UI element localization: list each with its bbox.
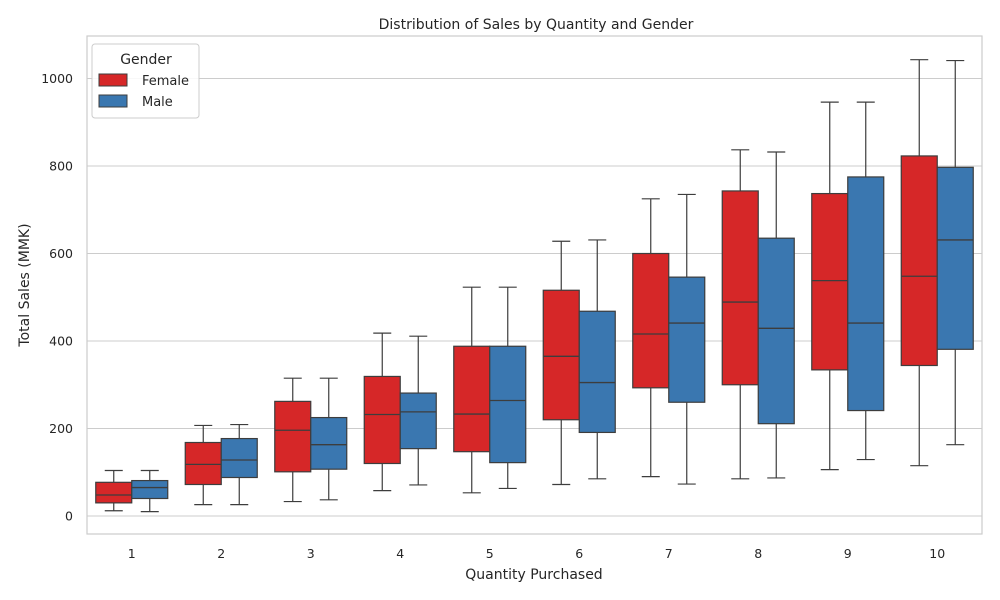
iqr-box — [363, 375, 401, 465]
box-male-9 — [847, 101, 885, 461]
y-tick-label: 200 — [49, 421, 73, 436]
box-male-1 — [131, 469, 169, 513]
legend-swatch-female — [98, 73, 128, 87]
box-female-8 — [721, 149, 759, 480]
iqr-box — [184, 441, 222, 486]
x-axis-ticks: 1 2 3 4 5 6 7 8 9 10 — [128, 546, 945, 561]
iqr-box — [632, 252, 670, 389]
x-tick-label: 1 — [128, 546, 136, 561]
x-tick-label: 10 — [929, 546, 945, 561]
series-female — [95, 59, 938, 512]
iqr-box — [489, 345, 527, 464]
x-tick-label: 5 — [486, 546, 494, 561]
iqr-box — [399, 392, 437, 450]
iqr-box — [721, 190, 759, 386]
x-tick-label: 2 — [217, 546, 225, 561]
x-axis-label: Quantity Purchased — [465, 567, 602, 583]
plot-frame — [86, 35, 983, 535]
iqr-box — [542, 289, 580, 421]
box-series — [95, 59, 974, 513]
box-female-6 — [542, 240, 580, 486]
box-male-4 — [399, 335, 437, 486]
y-tick-label: 0 — [65, 509, 73, 524]
box-female-3 — [274, 377, 312, 503]
y-tick-label: 600 — [49, 246, 73, 261]
box-male-6 — [578, 239, 616, 480]
x-tick-label: 4 — [396, 546, 404, 561]
legend: Gender Female Male — [91, 43, 200, 119]
y-axis-ticks: 0 200 400 600 800 1000 — [41, 71, 73, 524]
y-tick-label: 400 — [49, 334, 73, 349]
iqr-box — [936, 166, 974, 350]
x-tick-label: 6 — [575, 546, 583, 561]
iqr-box — [95, 481, 133, 504]
grid-lines — [87, 78, 982, 517]
box-female-1 — [95, 469, 133, 512]
legend-label-male: Male — [142, 95, 173, 110]
iqr-box — [453, 345, 491, 453]
y-tick-label: 1000 — [41, 71, 73, 86]
box-male-3 — [310, 377, 348, 501]
box-male-8 — [757, 151, 795, 479]
iqr-box — [131, 479, 169, 500]
legend-title: Gender — [120, 52, 172, 68]
series-male — [131, 59, 974, 513]
box-male-7 — [668, 193, 706, 485]
x-tick-label: 9 — [844, 546, 852, 561]
box-female-9 — [811, 101, 849, 471]
x-tick-label: 8 — [754, 546, 762, 561]
iqr-box — [900, 155, 938, 367]
y-axis-label: Total Sales (MMK) — [17, 223, 33, 347]
box-female-10 — [900, 59, 938, 467]
legend-label-female: Female — [142, 74, 189, 89]
y-tick-label: 800 — [49, 159, 73, 174]
legend-items: Female Male — [98, 73, 189, 110]
box-male-2 — [220, 423, 258, 506]
iqr-box — [847, 176, 885, 412]
box-female-5 — [453, 286, 491, 494]
iqr-box — [274, 400, 312, 473]
iqr-box — [220, 437, 258, 479]
x-tick-label: 3 — [307, 546, 315, 561]
iqr-box — [668, 276, 706, 403]
iqr-box — [757, 237, 795, 425]
iqr-box — [811, 192, 849, 371]
box-female-7 — [632, 198, 670, 478]
iqr-box — [578, 310, 616, 434]
iqr-box — [310, 416, 348, 470]
box-female-4 — [363, 332, 401, 492]
box-male-10 — [936, 59, 974, 446]
chart-title: Distribution of Sales by Quantity and Ge… — [379, 17, 694, 33]
legend-swatch-male — [98, 94, 128, 108]
box-male-5 — [489, 286, 527, 490]
x-tick-label: 7 — [665, 546, 673, 561]
